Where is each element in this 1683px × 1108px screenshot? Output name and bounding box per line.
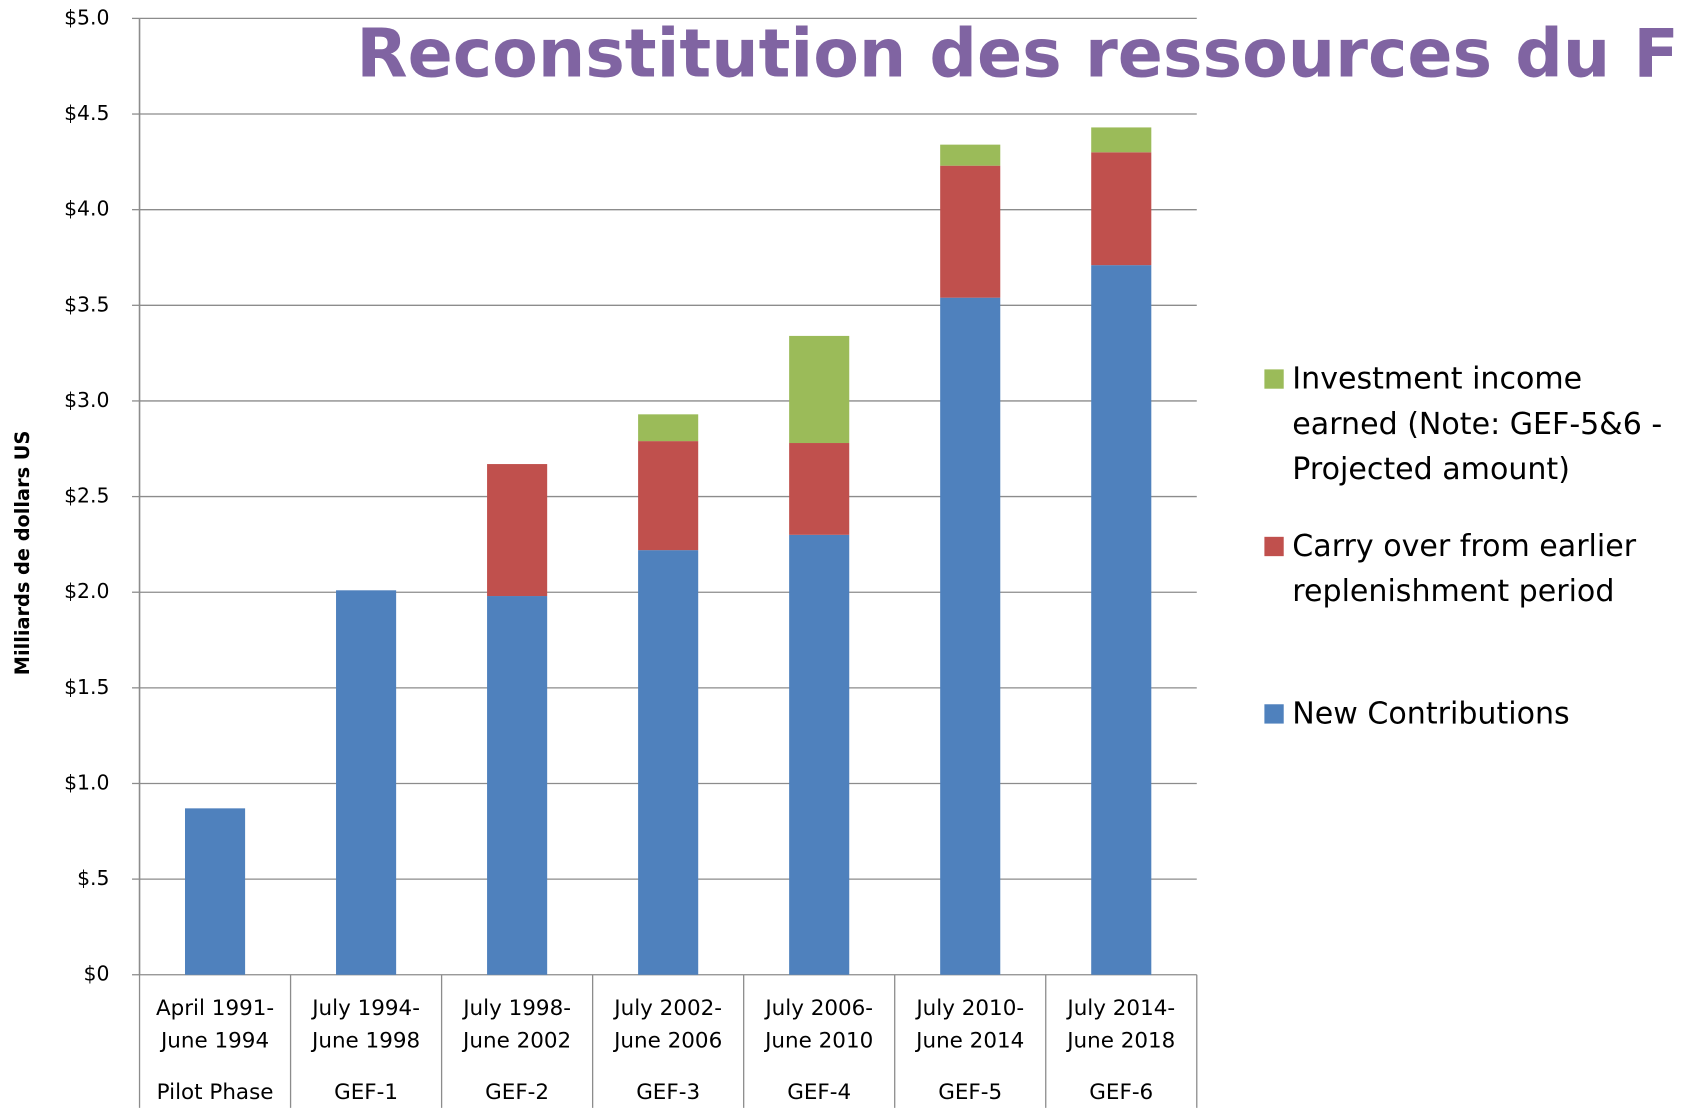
x-tick-label: June 2014 [914,1028,1024,1053]
legend-entry: New Contributions [1292,695,1570,732]
x-tick-label: June 1994 [159,1028,269,1053]
bar-segment [487,596,548,975]
legend-entry: Carry over from earlier replenishment pe… [1292,528,1637,609]
group-label: GEF-1 [334,1080,398,1105]
x-tick-label: June 2018 [1065,1028,1175,1053]
y-tick-label: $3.5 [64,292,109,316]
bar-segment [638,414,699,442]
y-tick-label: $1.0 [64,770,109,794]
bar-segment [789,534,850,975]
group-label: GEF-4 [787,1080,851,1105]
y-axis-label: Milliards de dollars US [11,431,34,676]
x-tick-label: April 1991- [156,996,274,1021]
bar-segment [184,808,246,975]
y-tick-label: $2.0 [64,579,109,603]
legend-entry: Investment income earned (Note: GEF-5&6 … [1292,360,1663,487]
x-tick-label: July 2006- [763,996,873,1021]
legend-label: New Contributions [1292,695,1570,732]
y-tick-label: $3.0 [64,388,109,412]
bar-segment [940,165,1001,298]
bar-segment [638,441,699,551]
x-tick-label: July 2014- [1065,996,1175,1021]
legend-label: Carry over from earlier replenishment pe… [1292,528,1637,609]
y-tick-label: $5.0 [64,5,109,29]
bar-segment [1091,127,1152,153]
legend-swatch [1264,536,1284,557]
y-tick-label: $2.5 [64,484,109,508]
group-label: Pilot Phase [157,1080,274,1105]
bar-segment [940,144,1001,166]
chart-title: Reconstitution des ressources du FEM [356,14,1683,92]
x-tick-label: July 2002- [612,996,722,1021]
bar-segment [1091,265,1152,975]
x-tick-label: June 1998 [310,1028,420,1053]
bar-segment [940,297,1001,975]
group-label: GEF-6 [1089,1080,1153,1105]
x-tick-label: June 2006 [612,1028,722,1053]
bar-segment [487,464,548,597]
y-tick-label: $4.0 [64,197,109,221]
y-tick-label: $0 [84,962,110,986]
y-tick-label: $.5 [77,866,109,890]
legend-swatch [1264,704,1284,724]
x-tick-label: July 1994- [310,996,420,1021]
x-tick-label: June 2010 [763,1028,873,1053]
bar-segment [789,443,850,535]
legend-swatch [1264,369,1284,389]
x-tick-label: June 2002 [461,1028,571,1053]
group-label: GEF-5 [938,1080,1002,1105]
bar-segment [789,335,850,444]
legend-label: Investment income earned (Note: GEF-5&6 … [1292,360,1663,487]
bar-segment [336,590,397,975]
x-tick-label: July 1998- [461,996,571,1021]
x-tick-label: July 2010- [914,996,1024,1021]
bar-segment [1091,152,1152,266]
group-label: GEF-3 [636,1080,700,1105]
y-tick-label: $4.5 [64,101,109,125]
group-label: GEF-2 [485,1080,549,1105]
bar-segment [638,550,699,975]
y-tick-label: $1.5 [64,675,109,699]
